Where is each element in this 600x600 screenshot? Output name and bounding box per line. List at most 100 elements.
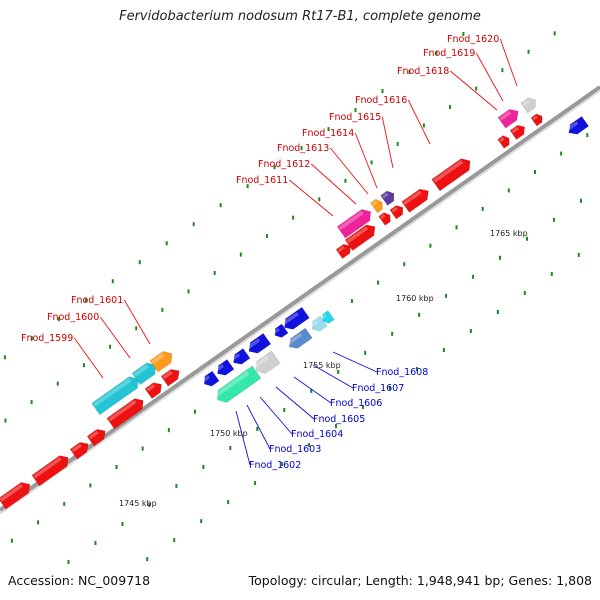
scale-dot (327, 127, 330, 132)
gene-fwd-shape (31, 455, 69, 487)
leader-fnod-1619 (475, 52, 504, 102)
label-fnod-1600: Fnod_1600 (47, 312, 99, 323)
scale-dot (89, 483, 92, 488)
leader-fnod-1620 (499, 38, 518, 87)
scale-dot (229, 445, 232, 450)
scale-dot (115, 465, 118, 470)
gene-fnod-1616-highlight (403, 190, 422, 205)
map-title: Fervidobacterium nodosum Rt17-B1, comple… (119, 9, 481, 24)
gene-fwd (31, 455, 69, 487)
scale-dot (192, 222, 195, 227)
leader-fnod-1604 (259, 396, 293, 435)
scale-dot (455, 225, 458, 230)
gene-fwd-shape (344, 224, 376, 251)
gene-fnod-1608-shape (322, 310, 335, 324)
leader-fnod-1600 (99, 316, 131, 359)
gene-fnod-1612 (370, 198, 383, 214)
scale-dot (4, 418, 7, 423)
scale-dot (370, 160, 373, 165)
gene-fnod-1611-highlight (338, 210, 364, 231)
gene-fnod-1607 (310, 315, 328, 332)
gene-rev-highlight (202, 375, 210, 383)
gene-fwd-shape (86, 429, 106, 447)
gene-fnod-1604 (246, 332, 272, 354)
scale-dot (403, 262, 406, 267)
gene-fnod-1600-highlight (133, 364, 149, 377)
scale-dot (377, 280, 380, 285)
gene-fwd (86, 429, 106, 447)
scale-dot (415, 367, 418, 372)
scale-dot (577, 252, 580, 257)
gene-fnod-1606-shape (288, 327, 313, 349)
scale-dot (499, 255, 502, 260)
scale-dot (82, 363, 85, 368)
gene-rev (202, 370, 220, 387)
label-fnod-1613: Fnod_1613 (277, 143, 329, 154)
scale-dot (265, 234, 268, 239)
scale-dot (30, 336, 33, 341)
scale-label-1745: 1745 kbp (119, 499, 157, 508)
gene-fwd-shape (69, 442, 89, 460)
leader-fnod-1606 (293, 376, 332, 404)
gene-fwd (509, 124, 526, 140)
scale-label-1765: 1765 kbp (490, 229, 528, 238)
scale-dot (469, 328, 472, 333)
leader-fnod-1618 (450, 70, 498, 111)
scale-dot (111, 279, 114, 284)
scale-dot (146, 557, 149, 562)
scale-dot (507, 188, 510, 193)
label-leader-lines (73, 38, 518, 466)
gene-fwd (0, 482, 31, 510)
gene-fnod-1599-shape (91, 376, 139, 416)
gene-fnod-1612-shape (370, 198, 383, 214)
gene-fwd-shape (106, 398, 144, 430)
gene-fwd-shape (497, 135, 510, 149)
gene-fwd (335, 243, 352, 259)
gene-rev-highlight (231, 353, 241, 361)
gene-fwd-highlight (0, 483, 24, 502)
scale-dot (202, 464, 205, 469)
scale-dot (350, 299, 353, 304)
gene-fnod-1600-shape (131, 362, 157, 386)
scale-dot (496, 309, 499, 314)
scale-dot (141, 446, 144, 451)
gene-fwd-highlight (511, 126, 520, 134)
scale-dot (200, 519, 203, 524)
gene-fnod-1608-highlight (321, 314, 327, 320)
gene-fnod-1606-highlight (287, 333, 303, 345)
leader-fnod-1599 (73, 337, 104, 379)
scale-dot (527, 49, 530, 54)
leader-fnod-1613 (329, 147, 369, 195)
gene-fnod-1601-shape (149, 351, 173, 373)
gene-rev-shape (274, 323, 289, 338)
scale-dot (3, 355, 6, 360)
gene-rev (215, 359, 235, 376)
gene-fnod-1611-shape (336, 209, 372, 239)
scale-dot (435, 51, 438, 56)
label-fnod-1605: Fnod_1605 (313, 414, 365, 425)
scale-dot (109, 344, 112, 349)
gene-fnod-1605 (282, 306, 310, 330)
scale-dot (318, 197, 321, 202)
gene-fwd-shape (0, 482, 31, 510)
gene-fwd-shape (160, 369, 180, 387)
label-fnod-1619: Fnod_1619 (423, 48, 475, 59)
gene-fnod-1605-highlight (282, 312, 299, 326)
scale-dot (337, 369, 340, 374)
scale-dot (449, 105, 452, 110)
scale-dot (472, 274, 475, 279)
label-fnod-1620: Fnod_1620 (447, 34, 499, 45)
scale-dot (213, 271, 216, 276)
scale-dot (121, 522, 124, 527)
scale-dot (30, 400, 33, 405)
gene-fwd-highlight (108, 400, 137, 422)
gene-fnod-1619 (520, 97, 537, 114)
gene-labels: Fnod_1599 Fnod_1600 Fnod_1601 Fnod_1611 Fnod… (21, 34, 499, 471)
label-fnod-1612: Fnod_1612 (258, 159, 310, 170)
scale-dot (391, 331, 394, 336)
scale-dot (273, 165, 276, 170)
scale-dot (408, 70, 411, 75)
scale-dot (187, 289, 190, 294)
gene-fwd-highlight (433, 160, 464, 183)
gene-fnod-1604-highlight (246, 338, 261, 350)
